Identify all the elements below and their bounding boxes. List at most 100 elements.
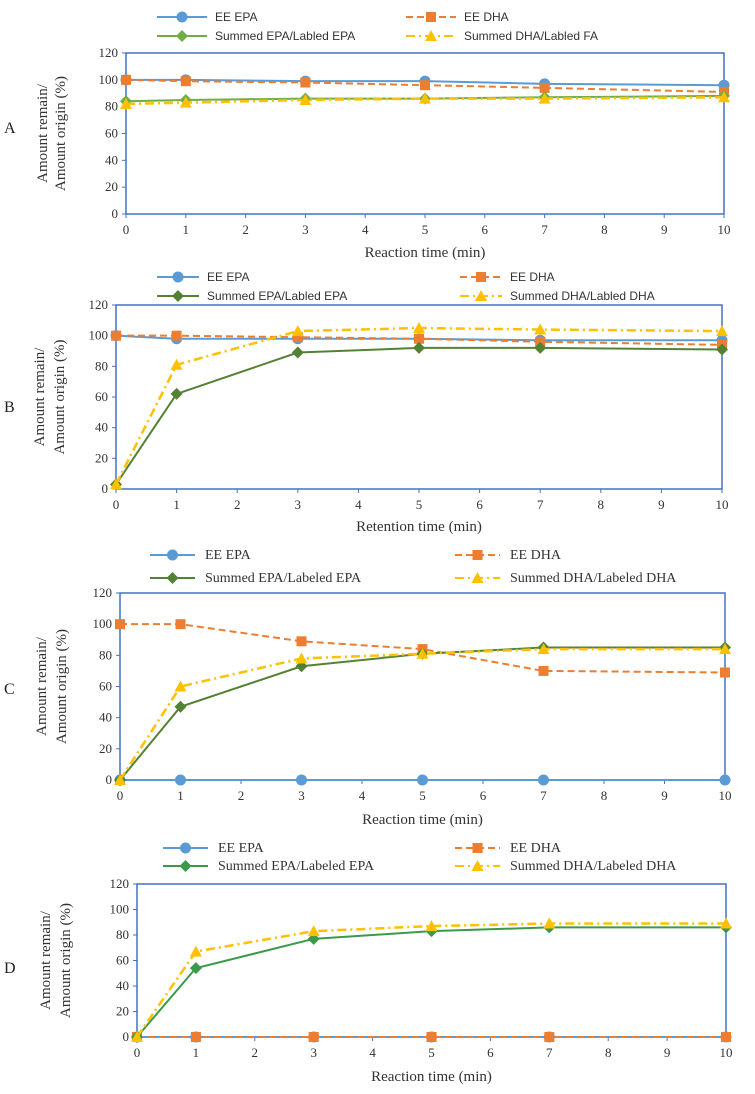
x-tick-label: 1 bbox=[177, 788, 184, 803]
y-tick-label: 40 bbox=[105, 152, 118, 167]
data-point bbox=[716, 325, 728, 337]
y-tick-label: 80 bbox=[116, 927, 129, 942]
legend-item: EE DHA bbox=[406, 10, 509, 24]
data-point bbox=[110, 478, 122, 490]
series-summed-dha-labled-fa bbox=[120, 91, 730, 109]
x-tick-label: 1 bbox=[183, 222, 190, 237]
data-point bbox=[131, 1031, 143, 1042]
legend-marker bbox=[475, 290, 487, 301]
data-point bbox=[115, 619, 125, 630]
data-point bbox=[720, 917, 732, 929]
legend-label: EE EPA bbox=[205, 548, 252, 563]
series-summed-dha-labeled-dha bbox=[114, 643, 731, 785]
x-tick-label: 9 bbox=[661, 788, 668, 803]
y-tick-label: 100 bbox=[99, 72, 119, 87]
x-tick-label: 6 bbox=[482, 222, 489, 237]
x-tick-label: 7 bbox=[546, 1045, 553, 1060]
data-point bbox=[719, 643, 731, 655]
x-tick-label: 5 bbox=[428, 1045, 435, 1060]
y-tick-label: 0 bbox=[102, 481, 109, 496]
y-axis-title-line1: Amount remain/ bbox=[34, 636, 50, 736]
y-tick-label: 100 bbox=[93, 616, 113, 631]
legend-marker bbox=[471, 572, 484, 583]
y-tick-label: 100 bbox=[89, 328, 109, 343]
legend-item: EE EPA bbox=[150, 548, 252, 563]
chart-panel-a: A 0 20 40 60 80 100 120 0 1 2 3 4 5 6 7 8 9 10 Reaction tim… bbox=[4, 10, 731, 261]
data-point bbox=[292, 332, 303, 343]
y-tick-label: 120 bbox=[110, 876, 130, 891]
data-point bbox=[720, 667, 730, 678]
data-point bbox=[416, 647, 429, 659]
y-tick-label: 0 bbox=[106, 772, 113, 787]
x-tick-label: 0 bbox=[134, 1045, 141, 1060]
panel-label: C bbox=[4, 681, 15, 698]
series-summed-epa-labeled-epa bbox=[114, 641, 731, 786]
y-tick-label: 40 bbox=[99, 710, 112, 725]
y-tick-label: 120 bbox=[99, 45, 119, 60]
legend-marker bbox=[425, 30, 437, 41]
chart-panel-c: C 0 20 40 60 80 100 120 0 1 2 3 4 5 6 7 8 9 10 Reaction tim… bbox=[4, 548, 732, 828]
legend-label: Summed EPA/Labeled EPA bbox=[205, 571, 362, 586]
data-point bbox=[120, 97, 132, 109]
series-line bbox=[114, 326, 723, 485]
y-tick-label: 60 bbox=[95, 389, 108, 404]
data-point bbox=[175, 619, 186, 630]
y-axis-title-line2: Amount origin (%) bbox=[53, 76, 69, 191]
data-point bbox=[544, 1032, 555, 1042]
data-point bbox=[426, 1032, 437, 1042]
data-point bbox=[538, 665, 549, 676]
series-summed-epa-labeled-epa bbox=[131, 921, 732, 1043]
series-line bbox=[119, 646, 725, 781]
legend: EE EPA EE DHA Summed EPA/Labled EPA Summed … bbox=[157, 270, 655, 303]
legend-label: EE EPA bbox=[218, 841, 265, 856]
data-point bbox=[534, 341, 547, 354]
y-axis-title-line2: Amount origin (%) bbox=[54, 629, 70, 744]
data-point bbox=[413, 341, 425, 354]
series-summed-epa-labled-epa bbox=[110, 341, 728, 491]
x-axis-title: Reaction time (min) bbox=[365, 245, 486, 261]
x-tick-label: 4 bbox=[359, 788, 366, 803]
x-tick-label: 3 bbox=[295, 497, 302, 512]
x-tick-label: 0 bbox=[113, 497, 120, 512]
legend-label: Summed DHA/Labled DHA bbox=[510, 289, 655, 303]
x-tick-label: 8 bbox=[598, 497, 605, 512]
data-point bbox=[308, 1032, 319, 1042]
y-axis-title-line1: Amount remain/ bbox=[38, 910, 54, 1010]
y-tick-label: 0 bbox=[112, 206, 119, 221]
data-point bbox=[170, 387, 183, 400]
y-tick-label: 20 bbox=[99, 741, 112, 756]
legend-marker bbox=[426, 12, 436, 22]
data-point bbox=[296, 774, 307, 786]
x-tick-label: 9 bbox=[658, 497, 665, 512]
x-tick-label: 2 bbox=[234, 497, 241, 512]
x-tick-label: 1 bbox=[173, 497, 180, 512]
data-point bbox=[296, 636, 307, 647]
y-tick-label: 60 bbox=[116, 953, 129, 968]
x-axis-title: Reaction time (min) bbox=[362, 812, 483, 828]
legend-label: EE DHA bbox=[510, 270, 555, 284]
data-point bbox=[179, 96, 192, 108]
legend-label: EE EPA bbox=[215, 10, 257, 24]
x-tick-label: 2 bbox=[252, 1045, 259, 1060]
y-axis-title-line1: Amount remain/ bbox=[35, 83, 51, 183]
y-axis-title-line2: Amount origin (%) bbox=[52, 340, 68, 455]
legend-item: EE DHA bbox=[455, 548, 562, 563]
data-point bbox=[291, 325, 304, 337]
legend-marker bbox=[180, 842, 191, 854]
y-tick-label: 120 bbox=[89, 297, 109, 312]
data-point bbox=[170, 358, 183, 370]
legend-item: Summed DHA/Labeled DHA bbox=[455, 571, 677, 586]
legend-item: EE DHA bbox=[455, 841, 562, 856]
legend-item: EE EPA bbox=[157, 270, 249, 284]
panel-label: A bbox=[4, 120, 16, 137]
data-point bbox=[189, 945, 202, 957]
x-tick-label: 4 bbox=[355, 497, 362, 512]
x-tick-label: 4 bbox=[369, 1045, 376, 1060]
series-line bbox=[125, 94, 725, 103]
x-tick-label: 7 bbox=[540, 788, 547, 803]
legend-item: Summed DHA/Labled DHA bbox=[460, 289, 655, 303]
series-line bbox=[126, 78, 725, 87]
legend-item: Summed DHA/Labled FA bbox=[406, 29, 598, 43]
x-tick-label: 10 bbox=[718, 222, 731, 237]
series-summed-dha-labled-dha bbox=[110, 322, 728, 490]
